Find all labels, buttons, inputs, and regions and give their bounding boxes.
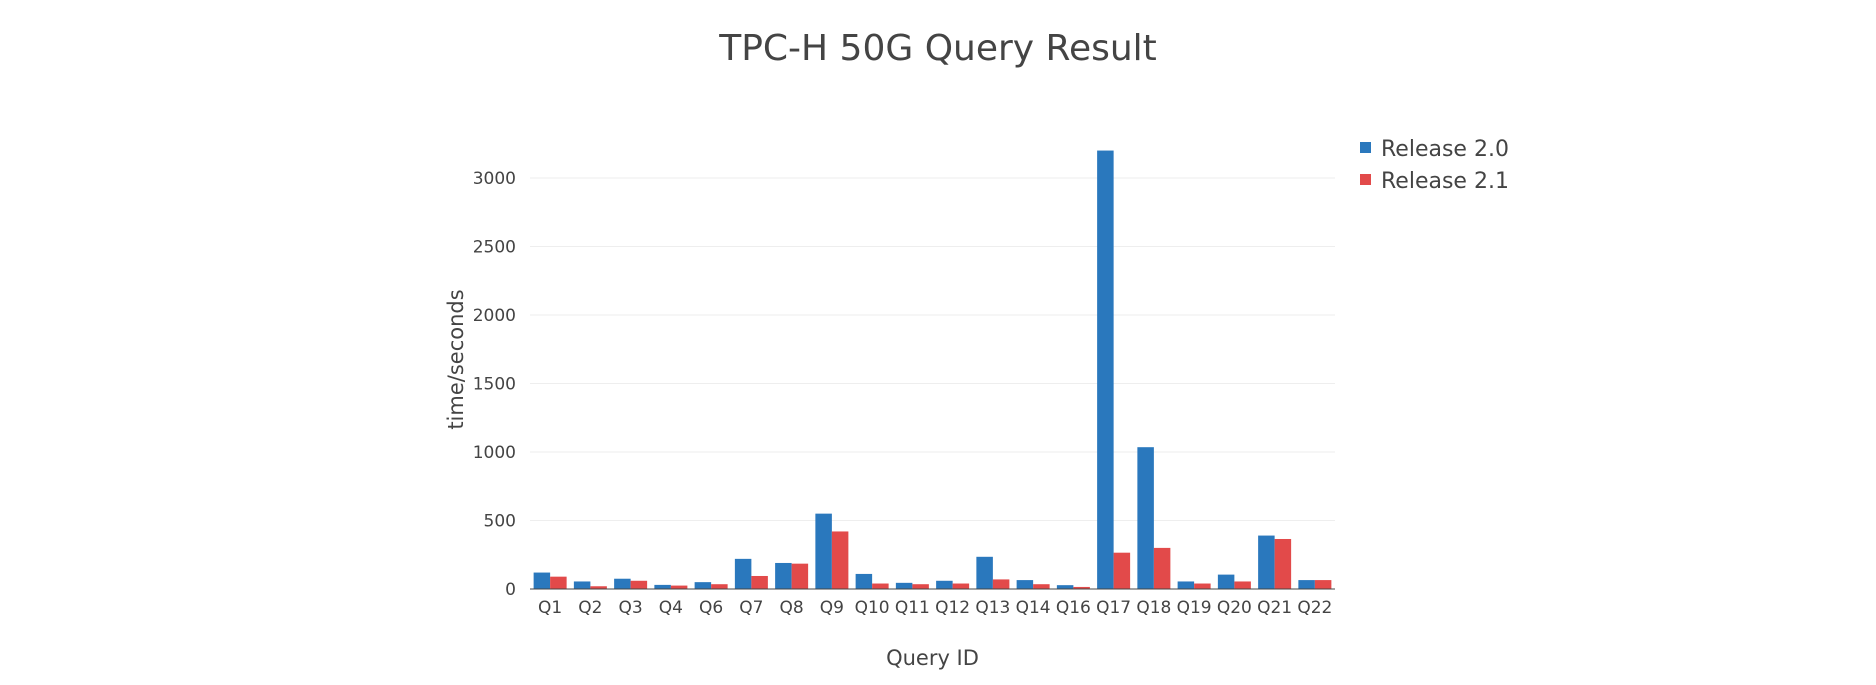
bar-release-2-0[interactable] (654, 584, 671, 589)
x-tick-label: Q12 (935, 598, 970, 618)
y-tick-label: 2000 (473, 306, 516, 326)
bar-release-2-1[interactable] (1153, 547, 1171, 589)
y-tick-label: 500 (484, 511, 516, 531)
bar-release-2-0[interactable] (614, 578, 631, 589)
y-tick-label: 1000 (473, 443, 516, 463)
bar-release-2-1[interactable] (590, 586, 607, 589)
bar-release-2-1[interactable] (992, 579, 1010, 589)
bar-release-2-1[interactable] (670, 585, 688, 589)
x-tick-label: Q19 (1177, 598, 1212, 618)
bar-release-2-1[interactable] (751, 575, 768, 589)
bar-release-2-1[interactable] (912, 584, 929, 589)
bar-release-2-1[interactable] (1033, 584, 1050, 589)
bar-release-2-0[interactable] (895, 582, 913, 589)
bar-release-2-0[interactable] (976, 556, 993, 589)
legend-swatch (1360, 142, 1371, 153)
x-tick-label: Q18 (1136, 598, 1171, 618)
bar-release-2-0[interactable] (855, 573, 873, 589)
bar-release-2-0[interactable] (1097, 150, 1114, 589)
x-tick-label: Q6 (699, 598, 723, 618)
bar-release-2-1[interactable] (1274, 538, 1292, 589)
bar-release-2-0[interactable] (1056, 585, 1074, 589)
bar-release-2-1[interactable] (1113, 552, 1131, 589)
bar-release-2-1[interactable] (831, 531, 849, 589)
bar-release-2-1[interactable] (1234, 581, 1251, 589)
x-tick-label: Q1 (538, 598, 562, 618)
x-tick-label: Q4 (659, 598, 683, 618)
bar-release-2-0[interactable] (815, 513, 832, 589)
bar-release-2-1[interactable] (1194, 583, 1211, 589)
bar-release-2-1[interactable] (550, 576, 567, 589)
y-tick-label: 2500 (473, 237, 516, 257)
x-tick-label: Q17 (1096, 598, 1131, 618)
bar-release-2-1[interactable] (711, 584, 728, 589)
bar-release-2-1[interactable] (872, 583, 889, 589)
x-tick-label: Q22 (1297, 598, 1332, 618)
bar-release-2-0[interactable] (1258, 535, 1275, 589)
y-axis-title: time/seconds (444, 289, 468, 429)
x-tick-label: Q13 (975, 598, 1010, 618)
x-tick-label: Q2 (578, 598, 602, 618)
bars (533, 150, 1332, 589)
legend-label[interactable]: Release 2.1 (1381, 169, 1509, 194)
legend-label[interactable]: Release 2.0 (1381, 137, 1509, 162)
x-tick-label: Q9 (820, 598, 844, 618)
bar-release-2-1[interactable] (1073, 586, 1090, 589)
chart-title: TPC-H 50G Query Result (719, 28, 1157, 69)
x-axis-title: Query ID (886, 646, 979, 670)
axes: 0 500 1000 1500 2000 2500 3000 Q1 Q2 Q3 Q4 Q6 Q7 Q8 Q9… (473, 169, 1335, 618)
x-tick-label: Q10 (855, 598, 890, 618)
bar-release-2-0[interactable] (734, 558, 752, 589)
x-tick-label: Q20 (1217, 598, 1252, 618)
bar-release-2-0[interactable] (936, 580, 953, 589)
y-tick-label: 3000 (473, 169, 516, 189)
bar-release-2-0[interactable] (694, 582, 712, 589)
grid-lines (530, 177, 1335, 521)
y-tick-label: 1500 (473, 374, 516, 394)
bar-release-2-0[interactable] (1137, 447, 1154, 589)
x-tick-label: Q11 (895, 598, 930, 618)
bar-release-2-0[interactable] (1217, 574, 1235, 589)
bar-release-2-0[interactable] (1016, 580, 1034, 589)
bar-release-2-0[interactable] (573, 581, 591, 589)
bar-release-2-0[interactable] (775, 562, 792, 589)
x-tick-label: Q8 (780, 598, 804, 618)
bar-release-2-0[interactable] (1177, 581, 1195, 589)
x-tick-label: Q14 (1016, 598, 1051, 618)
bar-release-2-1[interactable] (630, 580, 648, 589)
bar-release-2-0[interactable] (533, 572, 551, 589)
bar-release-2-0[interactable] (1298, 580, 1315, 589)
bar-release-2-1[interactable] (1314, 580, 1332, 589)
bar-release-2-1[interactable] (952, 583, 970, 589)
x-tick-label: Q16 (1056, 598, 1091, 618)
x-tick-label: Q7 (739, 598, 763, 618)
x-tick-label: Q3 (619, 598, 643, 618)
y-tick-label: 0 (505, 580, 516, 600)
legend-swatch (1360, 174, 1371, 185)
x-tick-label: Q21 (1257, 598, 1292, 618)
bar-release-2-1[interactable] (791, 563, 809, 589)
legend[interactable]: Release 2.0 Release 2.1 (1360, 137, 1509, 194)
